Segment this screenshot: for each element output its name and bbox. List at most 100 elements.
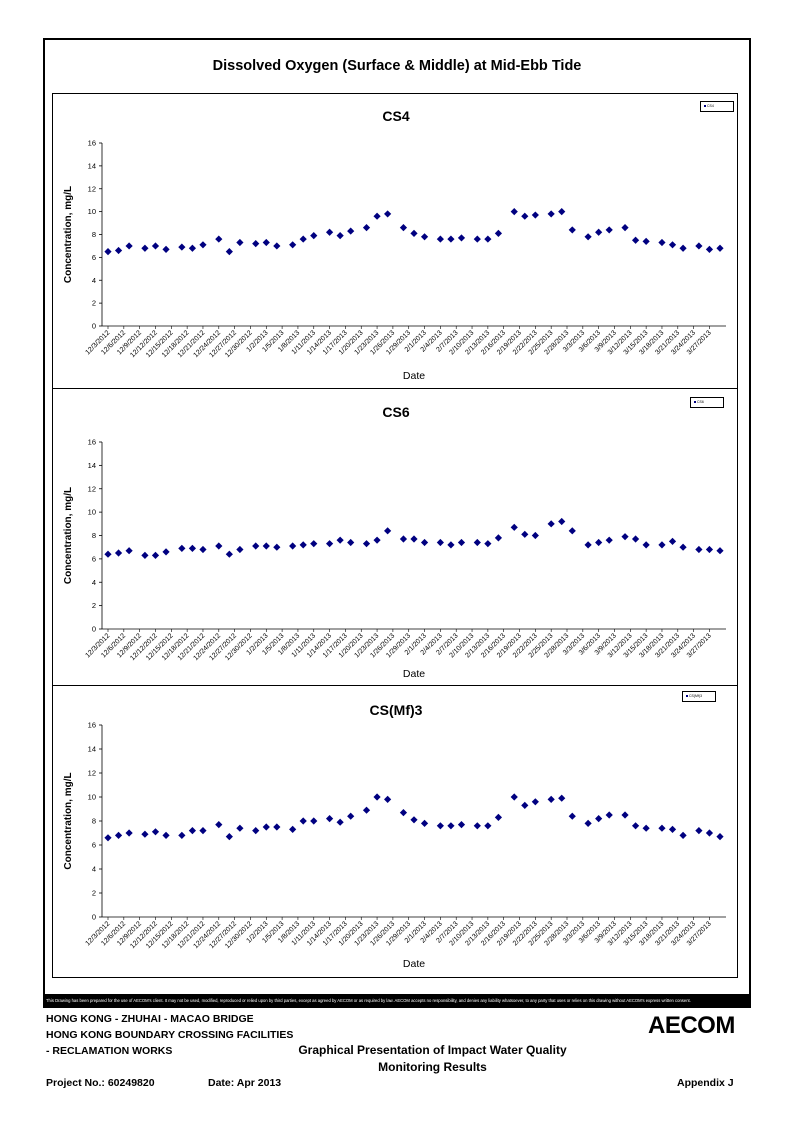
data-point — [399, 535, 408, 543]
data-point — [473, 235, 481, 243]
data-point — [605, 536, 613, 544]
data-point — [289, 825, 297, 833]
footer-date: Date: Apr 2013 — [208, 1077, 282, 1089]
data-point — [151, 242, 160, 250]
chart-legend: CS(Mf)3 — [682, 691, 716, 702]
data-point — [262, 542, 270, 550]
data-point — [373, 536, 381, 544]
data-point — [631, 236, 640, 244]
data-point — [336, 818, 344, 826]
data-point — [642, 237, 650, 245]
y-axis-label: Concentration, mg/L — [63, 186, 74, 283]
data-point — [521, 212, 529, 220]
data-point — [104, 248, 112, 256]
data-point — [484, 540, 492, 548]
data-point — [457, 821, 466, 829]
data-point — [141, 830, 149, 838]
data-point — [584, 541, 592, 549]
data-point — [595, 538, 603, 547]
data-point — [325, 540, 334, 548]
chart-title: CS(Mf)3 — [370, 702, 423, 718]
data-point — [336, 536, 344, 544]
y-tick-label: 4 — [92, 578, 96, 587]
y-tick-label: 6 — [92, 554, 96, 563]
data-point — [621, 224, 629, 232]
chart-legend: CS6 — [690, 397, 724, 408]
y-tick-label: 8 — [92, 817, 96, 826]
y-tick-label: 16 — [88, 438, 96, 447]
data-point — [199, 545, 207, 554]
data-point — [225, 550, 233, 558]
chart-title: CS4 — [382, 108, 409, 124]
data-point — [362, 224, 371, 232]
data-point — [262, 823, 270, 831]
data-point — [299, 541, 307, 549]
y-tick-label: 14 — [88, 461, 96, 470]
data-point — [716, 833, 724, 841]
data-point — [658, 824, 666, 832]
data-point — [473, 538, 481, 547]
data-point — [188, 544, 197, 552]
data-point — [310, 232, 318, 240]
y-tick-label: 10 — [88, 793, 96, 802]
data-point — [621, 533, 629, 541]
y-tick-label: 4 — [92, 865, 96, 874]
data-point — [236, 824, 244, 832]
data-point — [695, 242, 703, 250]
legend-marker — [704, 105, 706, 108]
legend-marker — [686, 695, 688, 698]
data-point — [252, 240, 260, 248]
footer-doc-title-2: Monitoring Results — [378, 1060, 487, 1074]
data-point — [215, 821, 223, 829]
data-point — [362, 806, 371, 814]
data-point — [436, 235, 444, 243]
y-tick-label: 8 — [92, 230, 96, 239]
y-axis-label: Concentration, mg/L — [63, 772, 74, 869]
data-point — [410, 816, 418, 824]
data-point — [104, 550, 112, 558]
data-point — [642, 541, 650, 549]
y-tick-label: 12 — [88, 484, 96, 493]
data-point — [325, 228, 334, 236]
footer-project-line3: - RECLAMATION WORKS — [46, 1045, 173, 1057]
data-point — [225, 248, 233, 256]
data-point — [178, 831, 186, 839]
data-point — [531, 211, 539, 219]
data-point — [595, 228, 603, 236]
data-point — [531, 531, 539, 540]
data-point — [410, 535, 418, 543]
data-point — [273, 543, 281, 551]
data-point — [705, 245, 714, 253]
y-tick-label: 16 — [88, 721, 96, 730]
data-point — [668, 241, 677, 249]
data-point — [716, 547, 724, 555]
data-point — [447, 822, 455, 830]
data-point — [236, 545, 244, 554]
data-point — [151, 551, 160, 559]
data-point — [362, 540, 371, 548]
footer-project-line1: HONG KONG - ZHUHAI - MACAO BRIDGE — [46, 1013, 254, 1025]
data-point — [705, 829, 714, 837]
data-point — [695, 545, 703, 554]
data-point — [347, 227, 355, 235]
data-point — [473, 822, 481, 830]
data-point — [141, 244, 149, 252]
data-point — [484, 235, 492, 243]
data-point — [642, 824, 650, 832]
data-point — [679, 244, 687, 252]
data-point — [668, 825, 677, 833]
data-point — [595, 815, 603, 823]
data-point — [125, 242, 133, 250]
data-point — [384, 210, 392, 218]
x-axis-label: Date — [403, 668, 425, 680]
data-point — [510, 793, 518, 801]
data-point — [410, 229, 418, 237]
data-point — [547, 520, 555, 528]
y-tick-label: 10 — [88, 207, 96, 216]
data-point — [236, 238, 244, 247]
data-point — [558, 208, 566, 216]
data-point — [521, 801, 529, 809]
data-point — [420, 819, 429, 827]
data-point — [631, 822, 640, 830]
